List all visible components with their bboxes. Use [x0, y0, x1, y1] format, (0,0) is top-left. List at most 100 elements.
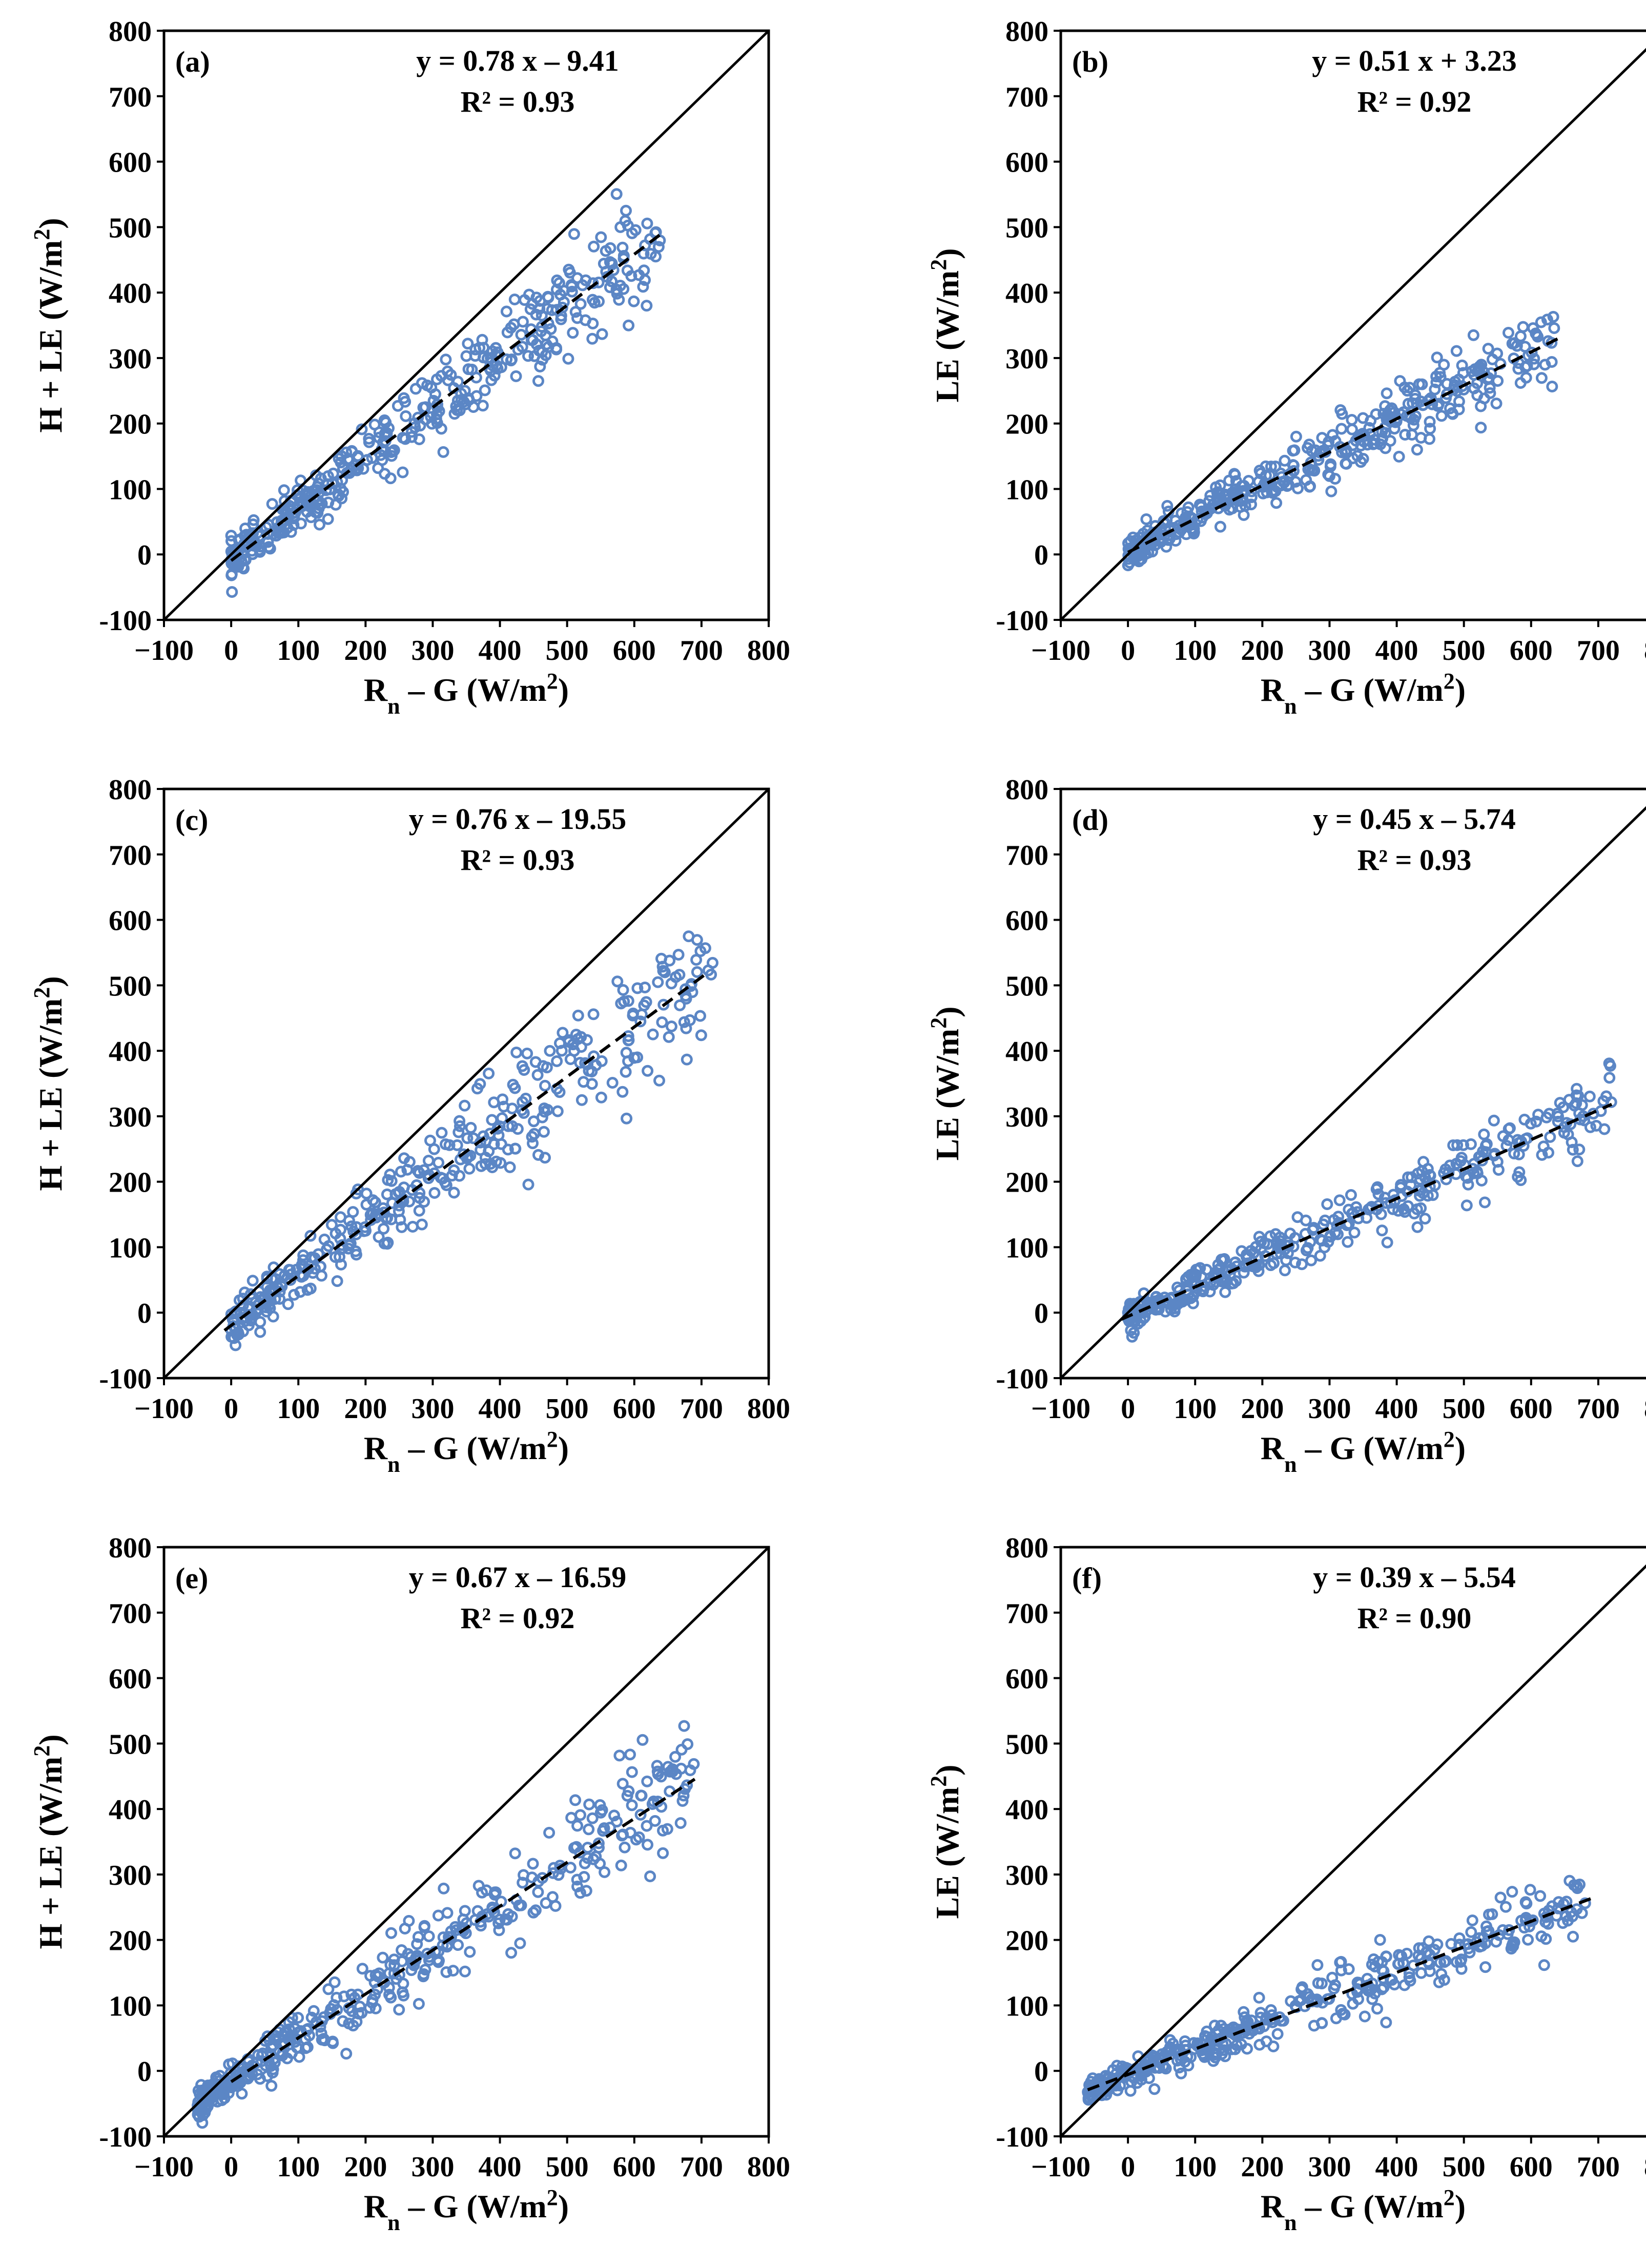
data-point	[1424, 1169, 1436, 1181]
data-point	[395, 1166, 407, 1178]
data-point	[1405, 1179, 1417, 1191]
data-point	[551, 1055, 563, 1067]
y-tick-label: -100	[99, 605, 152, 637]
data-point	[562, 352, 574, 365]
data-point	[1308, 2020, 1320, 2032]
panel-letter: (f)	[1072, 1562, 1102, 1595]
y-tick-label: 600	[1005, 147, 1048, 179]
data-point	[681, 1053, 693, 1066]
data-point	[536, 1111, 548, 1123]
y-tick-label: 100	[109, 474, 152, 506]
data-point	[641, 1820, 653, 1832]
data-point	[1161, 500, 1174, 512]
data-point	[440, 1138, 451, 1150]
regression-line	[1127, 337, 1559, 554]
data-point	[622, 995, 634, 1007]
data-point	[265, 2079, 278, 2092]
data-point	[684, 1764, 696, 1776]
data-point	[508, 294, 521, 305]
x-tick-label: 100	[277, 1393, 320, 1425]
data-point	[1366, 1959, 1378, 1971]
data-point	[447, 1965, 459, 1977]
data-point	[356, 1963, 368, 1975]
data-point	[460, 350, 472, 362]
data-point	[1304, 480, 1316, 492]
data-point	[1350, 434, 1362, 447]
data-point	[1386, 402, 1398, 414]
data-point	[1566, 1910, 1578, 1923]
data-point	[368, 419, 381, 431]
data-point	[1475, 422, 1487, 434]
data-point	[195, 2106, 207, 2118]
data-point	[510, 370, 522, 382]
data-point	[639, 274, 651, 286]
data-point	[1239, 1259, 1251, 1272]
panel-letter: (d)	[1072, 803, 1108, 837]
data-point	[409, 383, 422, 395]
data-point	[663, 1031, 675, 1043]
data-points	[225, 930, 718, 1351]
data-point	[1204, 1276, 1217, 1288]
data-point	[432, 1909, 444, 1922]
y-axis-label: LE (W/m2)	[926, 248, 966, 402]
data-point	[578, 1076, 590, 1088]
data-point	[504, 1161, 516, 1173]
data-point	[564, 1862, 577, 1874]
y-tick-label: 200	[1005, 1167, 1048, 1199]
data-point	[1477, 1146, 1489, 1157]
data-point	[1433, 398, 1445, 410]
data-point	[1267, 2041, 1280, 2052]
data-point	[396, 1955, 408, 1967]
data-point	[490, 1886, 502, 1899]
x-axis-label: Rn – G (W/m2)	[1261, 669, 1466, 719]
data-point	[1466, 1915, 1478, 1926]
data-point	[1506, 1886, 1518, 1898]
regression-equation: y = 0.45 x – 5.74	[1313, 802, 1516, 836]
data-point	[225, 568, 238, 580]
data-point	[238, 538, 250, 550]
x-tick-label: 100	[277, 2151, 320, 2183]
data-point	[1325, 485, 1338, 497]
regression-line	[223, 971, 709, 1332]
data-point	[440, 1179, 452, 1191]
y-tick-label: 400	[1005, 278, 1048, 309]
data-point	[649, 1815, 661, 1827]
data-point	[621, 1790, 633, 1802]
data-point	[1435, 410, 1448, 422]
x-tick-label: 400	[1375, 1393, 1418, 1425]
data-point	[691, 966, 703, 978]
r-squared: R² = 0.92	[1357, 85, 1472, 118]
x-tick-label: 400	[479, 1393, 522, 1425]
data-point	[393, 1185, 405, 1198]
data-point	[588, 240, 600, 253]
data-point	[498, 1100, 510, 1113]
data-point	[620, 204, 632, 217]
data-point	[1230, 1275, 1242, 1287]
data-point	[333, 490, 345, 502]
data-point	[1479, 1196, 1491, 1209]
data-point	[682, 1738, 694, 1750]
data-point	[1319, 1214, 1331, 1226]
data-point	[398, 1989, 409, 2002]
data-point	[532, 1149, 544, 1161]
data-point	[593, 295, 605, 307]
data-points	[192, 1720, 700, 2129]
data-point	[674, 1817, 687, 1829]
data-point	[422, 1172, 435, 1184]
data-point	[366, 1996, 378, 2009]
y-tick-label: 100	[1005, 1990, 1048, 2022]
r-squared: R² = 0.93	[1357, 843, 1472, 877]
data-point	[527, 1858, 539, 1870]
data-point	[1402, 398, 1414, 410]
data-point	[543, 1826, 555, 1839]
data-point	[1180, 528, 1192, 540]
data-point	[1503, 327, 1514, 339]
data-point	[1499, 1901, 1512, 1913]
data-point	[1147, 2052, 1160, 2064]
data-point	[1306, 464, 1318, 476]
data-point	[651, 1765, 664, 1778]
data-point	[1428, 1944, 1441, 1956]
data-point	[1381, 387, 1393, 400]
data-point	[656, 1016, 668, 1028]
data-point	[529, 1904, 542, 1917]
